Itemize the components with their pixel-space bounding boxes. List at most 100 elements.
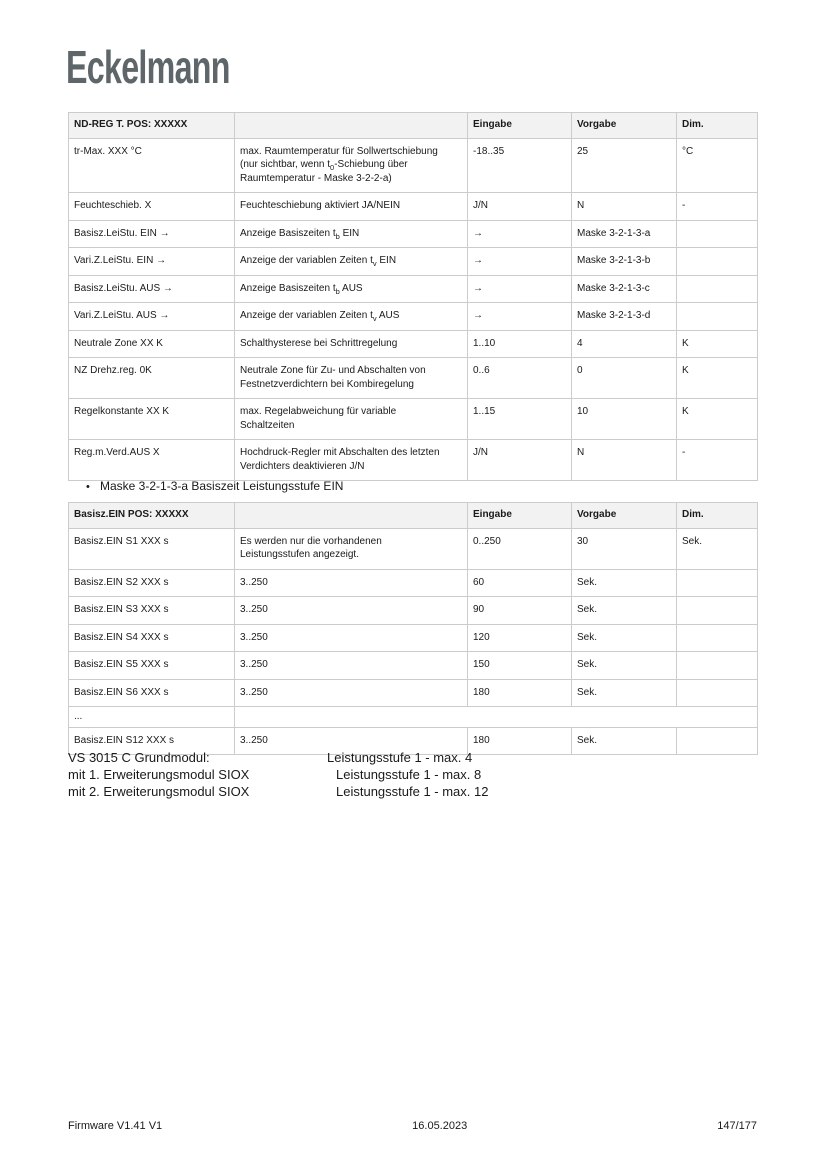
col-header-eingabe: Eingabe <box>467 112 572 139</box>
desc-cell: Anzeige Basiszeiten tb EIN <box>234 219 468 248</box>
parameter-table-basisz-ein: Basisz.EIN POS: XXXXX Eingabe Vorgabe Di… <box>68 502 758 755</box>
eingabe-cell: 180 <box>467 726 572 755</box>
eingabe-cell: 0..6 <box>467 357 572 399</box>
vorgabe-cell: Maske 3-2-1-3-c <box>571 274 677 303</box>
table-row: Basisz.EIN S5 XXX s 3..250 150 Sek. <box>68 651 758 680</box>
col-header-vorgabe: Vorgabe <box>571 502 677 529</box>
eingabe-cell: 150 <box>467 651 572 680</box>
eingabe-cell: 60 <box>467 568 572 597</box>
col-header-pos: Basisz.EIN POS: XXXXX <box>68 502 235 529</box>
vorgabe-cell: Sek. <box>571 568 677 597</box>
desc-cell: Feuchteschiebung aktiviert JA/NEIN <box>234 192 468 221</box>
dim-cell: K <box>676 398 758 440</box>
table-row: Basisz.LeiStu. AUS → Anzeige Basiszeiten … <box>68 274 758 303</box>
param-cell: Basisz.EIN S2 XXX s <box>68 568 235 597</box>
module-name: VS 3015 C Grundmodul: <box>68 750 210 765</box>
vorgabe-cell: N <box>571 192 677 221</box>
table-row: NZ Drehz.reg. 0K Neutrale Zone für Zu- un… <box>68 357 758 399</box>
vorgabe-cell: Sek. <box>571 596 677 625</box>
vorgabe-cell: N <box>571 439 677 481</box>
module-name: mit 2. Erweiterungsmodul SIOX <box>68 784 250 799</box>
param-cell: Neutrale Zone XX K <box>68 329 235 358</box>
module-capacity: Leistungsstufe 1 - max. 8 <box>336 767 482 782</box>
eingabe-cell: J/N <box>467 192 572 221</box>
vorgabe-cell: Sek. <box>571 623 677 652</box>
table-row: tr-Max. XXX °C max. Raumtemperatur für So… <box>68 137 758 193</box>
table-header-row: ND-REG T. POS: XXXXX Eingabe Vorgabe Dim… <box>68 112 758 139</box>
vorgabe-cell: 4 <box>571 329 677 358</box>
table-row: Neutrale Zone XX K Schalthysterese bei Sc… <box>68 329 758 358</box>
module-capacity: Leistungsstufe 1 - max. 4 <box>327 750 473 765</box>
vorgabe-cell: 10 <box>571 398 677 440</box>
dim-cell <box>676 726 758 755</box>
module-info-block: VS 3015 C Grundmodul: Leistungsstufe 1 -… <box>68 749 488 800</box>
page-footer: Firmware V1.41 V1 16.05.2023 147/177 <box>68 1120 757 1132</box>
dim-cell: K <box>676 357 758 399</box>
module-info-line: mit 2. Erweiterungsmodul SIOX Leistungss… <box>68 783 488 800</box>
vorgabe-cell: 30 <box>571 527 677 570</box>
vorgabe-cell: 25 <box>571 137 677 193</box>
desc-cell: 3..250 <box>234 623 468 652</box>
bullet-icon: • <box>86 481 90 493</box>
desc-cell: max. Raumtemperatur für Sollwertschiebun… <box>234 137 468 193</box>
eingabe-cell: 1..15 <box>467 398 572 440</box>
module-info-line: mit 1. Erweiterungsmodul SIOX Leistungss… <box>68 766 488 783</box>
desc-cell: Anzeige der variablen Zeiten tv EIN <box>234 247 468 276</box>
table-row: Basisz.EIN S6 XXX s 3..250 180 Sek. <box>68 678 758 707</box>
desc-cell: 3..250 <box>234 651 468 680</box>
param-cell: NZ Drehz.reg. 0K <box>68 357 235 399</box>
table-row: Basisz.EIN S2 XXX s 3..250 60 Sek. <box>68 568 758 597</box>
eingabe-cell: 90 <box>467 596 572 625</box>
table-row: Basisz.EIN S4 XXX s 3..250 120 Sek. <box>68 623 758 652</box>
section-heading-text: Maske 3-2-1-3-a Basiszeit Leistungsstufe… <box>100 479 344 493</box>
table-row: ... <box>68 706 758 728</box>
eingabe-cell: -18..35 <box>467 137 572 193</box>
table-row: Basisz.EIN S1 XXX s Es werden nur die vor… <box>68 527 758 570</box>
eingabe-cell: 180 <box>467 678 572 707</box>
table-row: Reg.m.Verd.AUS X Hochdruck-Regler mit Abs… <box>68 439 758 481</box>
dim-cell <box>676 219 758 248</box>
dim-cell: - <box>676 192 758 221</box>
dim-cell: - <box>676 439 758 481</box>
parameter-table-nd-reg: ND-REG T. POS: XXXXX Eingabe Vorgabe Dim… <box>68 112 758 481</box>
footer-page-number: 147/177 <box>717 1120 757 1132</box>
col-header-desc <box>234 502 468 529</box>
param-cell: Basisz.EIN S6 XXX s <box>68 678 235 707</box>
eingabe-cell: J/N <box>467 439 572 481</box>
section-heading: • Maske 3-2-1-3-a Basiszeit Leistungsstuf… <box>86 478 343 496</box>
dim-cell: °C <box>676 137 758 193</box>
vorgabe-cell: Maske 3-2-1-3-d <box>571 302 677 331</box>
dim-cell <box>676 678 758 707</box>
table-header-row: Basisz.EIN POS: XXXXX Eingabe Vorgabe Di… <box>68 502 758 529</box>
param-cell: ... <box>68 706 235 728</box>
dim-cell: K <box>676 329 758 358</box>
col-header-dim: Dim. <box>676 502 758 529</box>
col-header-dim: Dim. <box>676 112 758 139</box>
table-row: Feuchteschieb. X Feuchteschiebung aktivie… <box>68 192 758 221</box>
desc-cell: Hochdruck-Regler mit Abschalten des letz… <box>234 439 468 481</box>
desc-cell: 3..250 <box>234 596 468 625</box>
vorgabe-cell: Sek. <box>571 726 677 755</box>
eingabe-cell: 1..10 <box>467 329 572 358</box>
dim-cell <box>676 651 758 680</box>
param-cell: tr-Max. XXX °C <box>68 137 235 193</box>
eingabe-cell: 120 <box>467 623 572 652</box>
dim-cell <box>676 568 758 597</box>
dim-cell <box>676 274 758 303</box>
col-header-vorgabe: Vorgabe <box>571 112 677 139</box>
table-row: Vari.Z.LeiStu. AUS → Anzeige der variable… <box>68 302 758 331</box>
dim-cell <box>676 302 758 331</box>
dim-cell <box>676 623 758 652</box>
vorgabe-cell: Maske 3-2-1-3-a <box>571 219 677 248</box>
desc-cell: 3..250 <box>234 568 468 597</box>
table-row: Basisz.LeiStu. EIN → Anzeige Basiszeiten … <box>68 219 758 248</box>
param-cell: Basisz.EIN S1 XXX s <box>68 527 235 570</box>
desc-cell: 3..250 <box>234 678 468 707</box>
desc-cell: Es werden nur die vorhandenen Leistungss… <box>234 527 468 570</box>
param-cell: Regelkonstante XX K <box>68 398 235 440</box>
param-cell: Basisz.LeiStu. AUS → <box>68 274 235 303</box>
param-cell: Basisz.EIN S12 XXX s <box>68 726 235 755</box>
col-header-eingabe: Eingabe <box>467 502 572 529</box>
